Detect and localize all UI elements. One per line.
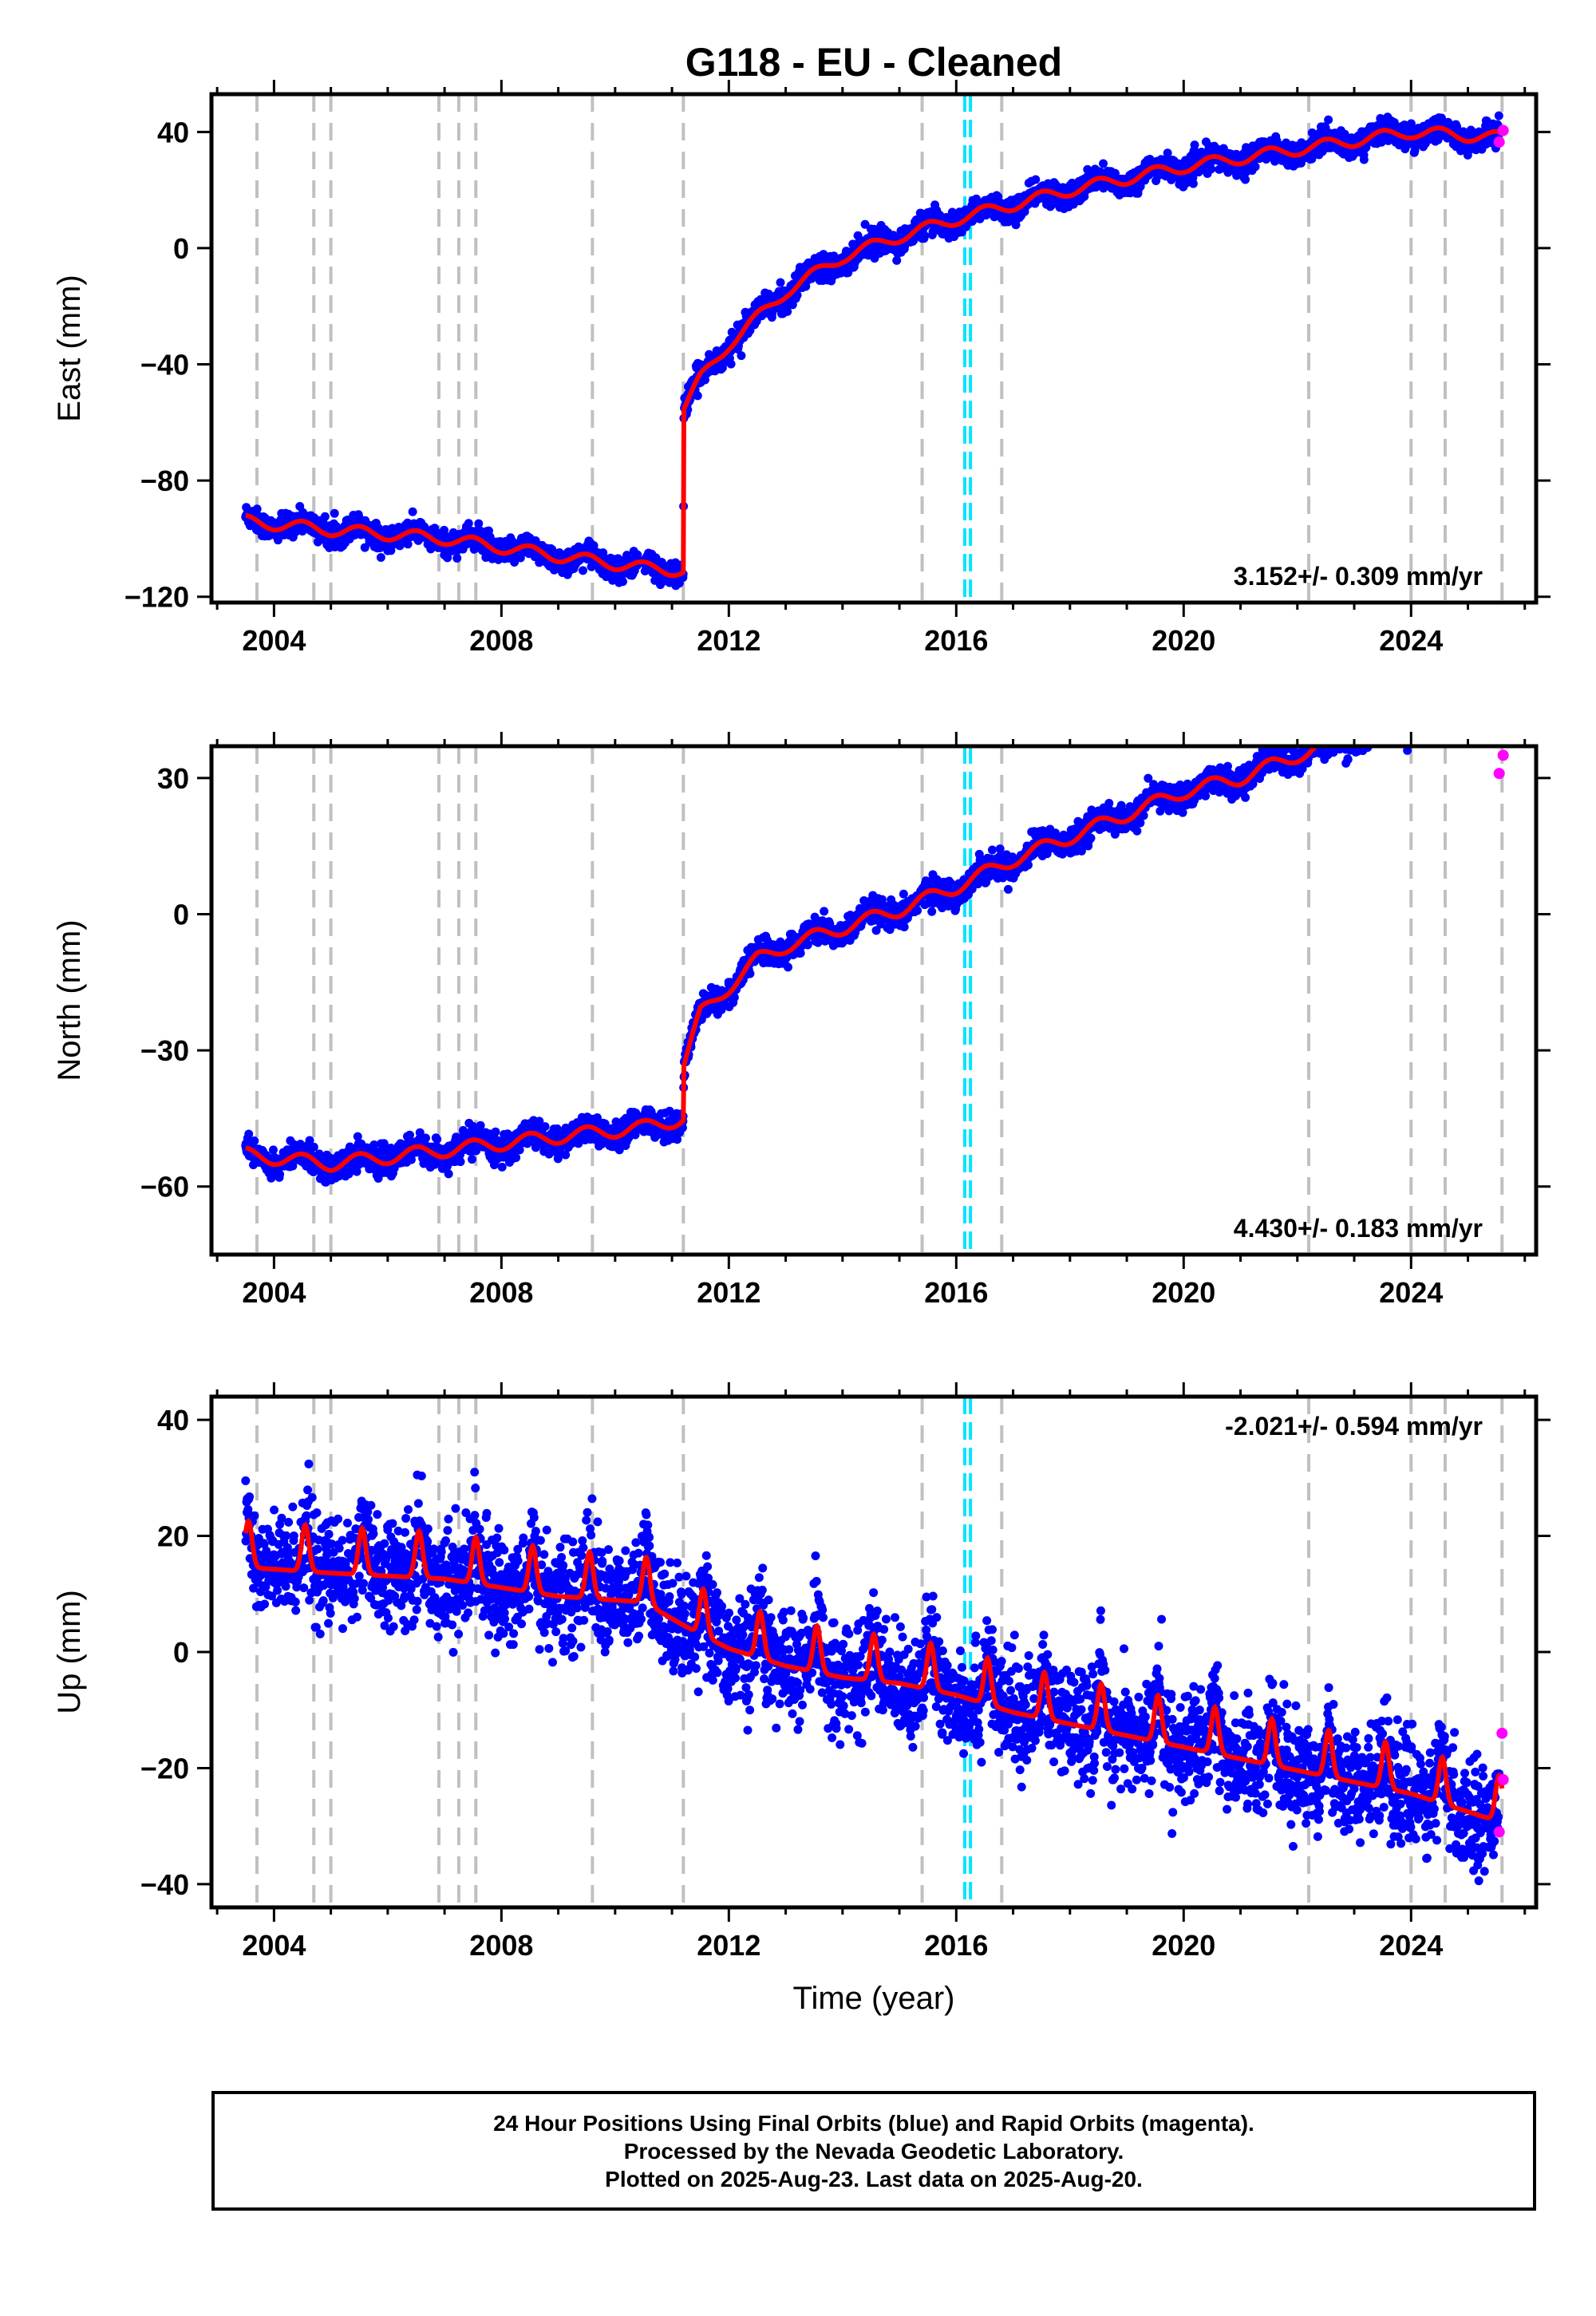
final-orbit-point (1241, 175, 1250, 184)
final-orbit-point (1359, 155, 1369, 164)
model-curve (245, 125, 1503, 579)
final-orbit-point (452, 553, 462, 563)
final-orbit-point (491, 1127, 500, 1136)
final-orbit-point (320, 512, 330, 521)
y-tick-label: 0 (173, 232, 189, 265)
final-orbit-point (776, 278, 785, 287)
final-orbit-point (737, 351, 746, 361)
final-orbit-point (561, 1150, 571, 1160)
final-orbit-point (535, 1117, 544, 1126)
final-orbit-point (578, 566, 587, 575)
final-orbit-point (843, 268, 853, 278)
x-tick-label: 2020 (1152, 624, 1215, 657)
final-orbit-point (353, 1132, 362, 1141)
final-orbit-point (633, 550, 642, 559)
y-tick-label: 40 (157, 116, 189, 148)
x-tick-label: 2004 (242, 624, 306, 657)
final-orbit-point (618, 577, 627, 587)
final-orbit-point (600, 1119, 610, 1128)
rapid-orbit-point (1493, 136, 1505, 148)
chart-title: G118 - EU - Cleaned (685, 40, 1062, 85)
final-orbit-point (467, 1155, 476, 1164)
rate-label: 3.152+/- 0.309 mm/yr (1234, 562, 1483, 591)
final-orbit-point (268, 1145, 278, 1155)
panels-layer: 2004 2008 2012 2016 2020 2024 40 0 −40 −80 −120 Eas… (52, 80, 1551, 1962)
final-orbit-point (892, 255, 902, 265)
y-tick-label: −80 (140, 464, 189, 497)
final-orbit-point (403, 539, 413, 549)
y-axis-label: East (mm) (52, 275, 87, 421)
final-orbit-point (1190, 140, 1199, 150)
final-orbit-point (476, 1120, 485, 1130)
panel-frame (209, 92, 1539, 605)
final-orbit-point (379, 1139, 389, 1148)
final-orbit-point (920, 231, 930, 240)
final-orbit-point (512, 1153, 521, 1163)
final-orbit-point (330, 508, 339, 518)
final-orbit-point (386, 546, 396, 555)
final-orbit-point (515, 1145, 524, 1155)
final-orbit-point (376, 552, 385, 562)
final-orbits-points (241, 111, 1503, 591)
final-orbit-point (792, 290, 802, 300)
rapid-orbit-point (1497, 124, 1509, 136)
final-orbit-point (405, 1130, 414, 1140)
final-orbit-point (693, 391, 702, 401)
final-orbit-point (1099, 159, 1108, 168)
final-orbit-point (540, 1122, 550, 1132)
final-orbit-point (369, 1140, 379, 1149)
y-tick-label: −40 (140, 349, 189, 381)
panel-1: 2004 2008 2012 2016 2020 2024 40 0 −40 −80 −120 Eas… (52, 80, 1551, 657)
final-orbit-point (1270, 156, 1280, 166)
final-orbit-point (783, 306, 792, 316)
final-orbit-point (373, 1174, 383, 1184)
final-orbit-point (309, 1142, 318, 1152)
final-orbits-points (241, 746, 1412, 1187)
final-orbit-point (456, 1157, 465, 1167)
final-orbit-point (1207, 164, 1216, 174)
final-orbit-point (1250, 162, 1260, 172)
final-orbit-point (598, 548, 608, 558)
x-tick-label: 2016 (924, 624, 988, 657)
final-orbit-point (305, 1136, 314, 1145)
final-orbit-point (408, 507, 417, 516)
final-orbit-point (1031, 175, 1041, 184)
final-orbit-point (474, 519, 484, 528)
final-orbit-point (1188, 179, 1198, 188)
final-orbit-point (497, 1162, 507, 1172)
final-orbit-point (275, 1169, 285, 1179)
x-tick-label: 2012 (697, 624, 760, 657)
final-orbit-point (244, 1129, 254, 1139)
final-orbit-point (1340, 129, 1349, 139)
final-orbit-point (1494, 111, 1503, 121)
final-orbit-point (553, 1154, 563, 1164)
final-orbit-point (592, 1113, 602, 1123)
final-orbit-point (421, 1133, 430, 1143)
final-orbit-point (440, 525, 449, 535)
final-orbit-point (250, 1136, 259, 1146)
rapid-orbits-points (1493, 124, 1509, 148)
final-orbit-point (433, 1135, 442, 1144)
final-orbit-point (1163, 148, 1172, 158)
final-orbit-point (469, 544, 479, 554)
final-orbit-point (726, 359, 736, 369)
final-orbit-point (1296, 158, 1306, 168)
y-tick-label: −120 (124, 581, 189, 614)
x-tick-label: 2024 (1379, 624, 1443, 657)
final-orbit-point (443, 553, 452, 563)
final-orbit-point (252, 504, 262, 514)
final-orbit-point (444, 1169, 453, 1179)
final-orbit-point (464, 519, 473, 528)
x-tick-label: 2008 (469, 624, 533, 657)
final-orbit-point (352, 1167, 361, 1176)
final-orbit-point (1324, 115, 1333, 124)
